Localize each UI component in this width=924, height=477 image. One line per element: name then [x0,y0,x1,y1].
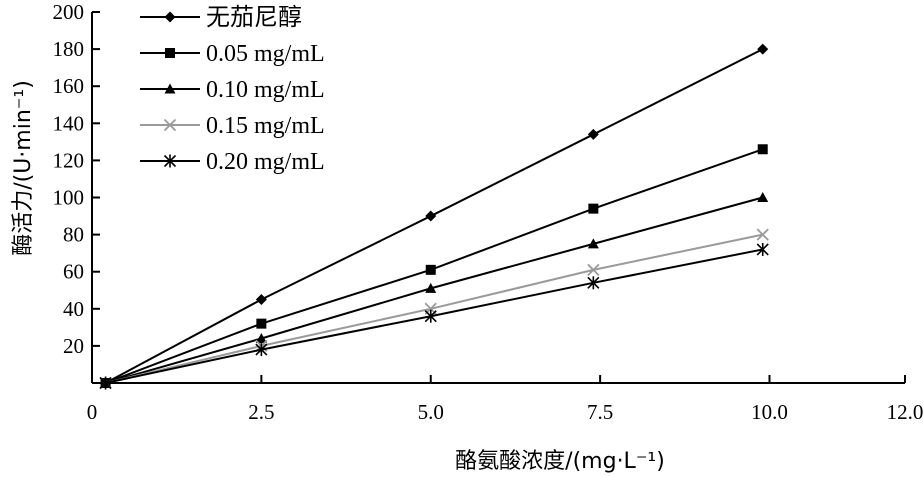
legend-item: 0.15 mg/mL [140,113,325,139]
triangle-marker [255,332,267,343]
y-tick-label: 120 [53,148,85,172]
legend-item: 0.05 mg/mL [140,41,325,67]
diamond-marker [587,128,599,140]
x-tick-label: 10.0 [751,400,788,424]
star-marker [163,154,177,168]
series-4 [99,228,769,390]
square-marker [256,318,267,329]
diamond-marker [164,11,176,23]
x-tick-label: 0 [87,400,98,424]
star-marker [756,242,769,256]
legend-label: 0.15 mg/mL [206,113,325,139]
series-line [105,233,763,384]
triangle-marker [757,192,769,202]
triangle-marker [587,238,599,249]
y-tick-label: 200 [53,0,85,24]
legend-label: 无茄尼醇 [206,4,302,31]
x-marker [756,228,769,241]
legend-item: 0.10 mg/mL [140,77,325,103]
legend: 无茄尼醇 0.05 mg/mL 0.10 mg/mL 0.15 mg/mL 0.20 m… [140,4,325,175]
legend-item: 0.20 mg/mL [140,149,325,175]
series-group [99,43,769,390]
star-marker [587,276,600,290]
diamond-marker [757,43,769,55]
y-axis-title: 酶活力/(U·min⁻¹) [11,80,36,256]
ticks: 20 40 60 80 100 120 140 160 180 200 0 2.5 5.0 7.5 10.0… [53,0,924,424]
triangle-marker [425,282,437,293]
star-marker [99,376,112,390]
square-marker [588,203,599,214]
series-3 [100,192,769,388]
series-2 [100,144,768,388]
axes [91,12,905,384]
y-tick-label: 60 [63,260,84,284]
y-tick-label: 160 [53,74,85,98]
x-tick-label: 7.5 [587,400,613,424]
x-marker [587,263,600,276]
triangle-marker [164,83,176,94]
y-tick-label: 140 [53,111,85,135]
y-tick-label: 100 [53,186,85,210]
y-tick-label: 180 [53,37,85,61]
series-1 [100,43,769,389]
y-tick-label: 80 [63,223,84,247]
star-marker [255,343,268,357]
y-tick-label: 20 [63,334,84,358]
x-tick-label: 5.0 [418,400,444,424]
square-marker [165,48,175,58]
square-marker [425,264,436,275]
legend-label: 0.05 mg/mL [206,41,325,67]
square-marker [757,144,768,155]
legend-item: 无茄尼醇 [140,4,302,31]
x-tick-label: 12.0 [887,400,924,424]
diamond-marker [255,294,267,306]
star-marker [424,309,437,323]
x-axis-title: 酪氨酸浓度/(mg·L⁻¹) [455,449,665,474]
x-marker-stroke [756,228,769,241]
diamond-marker [425,210,437,222]
y-tick-label: 40 [63,297,84,321]
x-marker-stroke [587,263,600,276]
legend-label: 0.10 mg/mL [206,77,325,103]
legend-label: 0.20 mg/mL [206,149,325,175]
x-marker [163,118,177,132]
x-tick-label: 2.5 [248,400,274,424]
x-marker-stroke [163,118,177,132]
series-5 [99,242,769,390]
